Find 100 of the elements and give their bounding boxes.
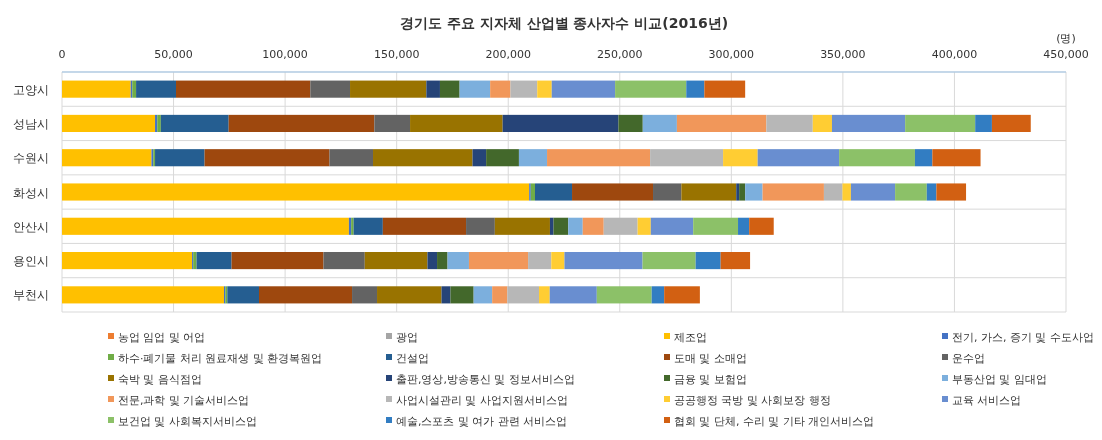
bar [582, 217, 604, 235]
bar [839, 149, 915, 167]
bar [551, 80, 616, 98]
bar [704, 80, 746, 98]
bar [62, 149, 152, 167]
bar [62, 114, 156, 132]
bar [502, 114, 619, 132]
x-tick-label: 200,000 [485, 48, 531, 61]
bar [374, 114, 411, 132]
bar [350, 80, 427, 98]
bar [651, 286, 665, 304]
bar [905, 114, 976, 132]
bar [596, 286, 652, 304]
bar [842, 183, 851, 201]
y-tick-label: 화성시 [13, 185, 49, 200]
bar [136, 80, 177, 98]
bar [62, 183, 530, 201]
bar [62, 286, 224, 304]
bar [831, 114, 906, 132]
bar [62, 252, 193, 270]
bar [762, 183, 824, 201]
legend-label: 운수업 [952, 352, 985, 365]
bar [653, 183, 682, 201]
y-tick-label: 성남시 [13, 116, 49, 131]
bar [530, 183, 535, 201]
legend-label: 협회 및 단체, 수리 및 기타 개인서비스업 [674, 415, 875, 428]
bar [926, 183, 937, 201]
bar [427, 252, 438, 270]
bar [615, 80, 687, 98]
x-tick-label: 100,000 [262, 48, 308, 61]
bar [564, 252, 643, 270]
legend-label: 건설업 [396, 352, 429, 365]
bar [486, 149, 519, 167]
x-tick-label: 400,000 [931, 48, 978, 61]
text: (명) [1056, 32, 1076, 45]
legend-label: 전기, 가스, 증기 및 수도사업 [952, 331, 1094, 344]
bar [932, 149, 981, 167]
bar [494, 217, 550, 235]
bar [528, 252, 552, 270]
bar [377, 286, 442, 304]
bar [329, 149, 374, 167]
bar [537, 80, 552, 98]
bar [364, 252, 428, 270]
y-tick-label: 수원시 [13, 151, 49, 166]
bar [936, 183, 967, 201]
bar [132, 80, 137, 98]
bar [492, 286, 508, 304]
bar [468, 252, 529, 270]
bar [637, 217, 651, 235]
bar [160, 114, 229, 132]
bar [664, 286, 700, 304]
x-tick-label: 300,000 [708, 48, 755, 61]
bar [310, 80, 351, 98]
bar [914, 149, 933, 167]
bar [204, 149, 330, 167]
bar [62, 80, 131, 98]
legend-label: 제조업 [674, 331, 707, 344]
bar [766, 114, 813, 132]
bar [490, 80, 511, 98]
bar [473, 286, 493, 304]
bar [757, 149, 840, 167]
bar [196, 252, 232, 270]
bar [549, 286, 597, 304]
bar [472, 149, 487, 167]
bar [975, 114, 992, 132]
bar [895, 183, 927, 201]
bar [459, 80, 491, 98]
y-tick-label: 안산시 [13, 219, 49, 234]
bar [227, 286, 260, 304]
bar [568, 217, 583, 235]
legend-label: 금융 및 보험업 [674, 373, 747, 386]
bar [62, 217, 349, 235]
legend-label: 보건업 및 사회복지서비스업 [118, 415, 257, 428]
bar [676, 114, 767, 132]
legend-label: 광업 [396, 331, 418, 344]
bar [720, 252, 751, 270]
x-tick-label: 250,000 [597, 48, 643, 61]
bar [553, 217, 569, 235]
legend-label: 도매 및 소매업 [674, 352, 747, 365]
bar [745, 183, 763, 201]
legend-label: 하수·폐기물 처리 원료재생 및 환경복원업 [118, 352, 323, 365]
bar [323, 252, 365, 270]
bar [991, 114, 1031, 132]
bar [518, 149, 548, 167]
bar [739, 183, 746, 201]
bar [738, 217, 750, 235]
bar [551, 252, 565, 270]
bar [723, 149, 758, 167]
bar [547, 149, 651, 167]
bar [439, 80, 460, 98]
bar [176, 80, 311, 98]
bar [466, 217, 495, 235]
bar [410, 114, 503, 132]
legend-label: 사업시설관리 및 사업지원서비스업 [396, 394, 568, 407]
bar [259, 286, 353, 304]
bar [549, 217, 554, 235]
bar [437, 252, 448, 270]
legend-label: 부동산업 및 임대업 [952, 373, 1047, 386]
bar [693, 217, 739, 235]
legend-label: 예술,스포츠 및 여가 관련 서비스업 [396, 415, 568, 428]
